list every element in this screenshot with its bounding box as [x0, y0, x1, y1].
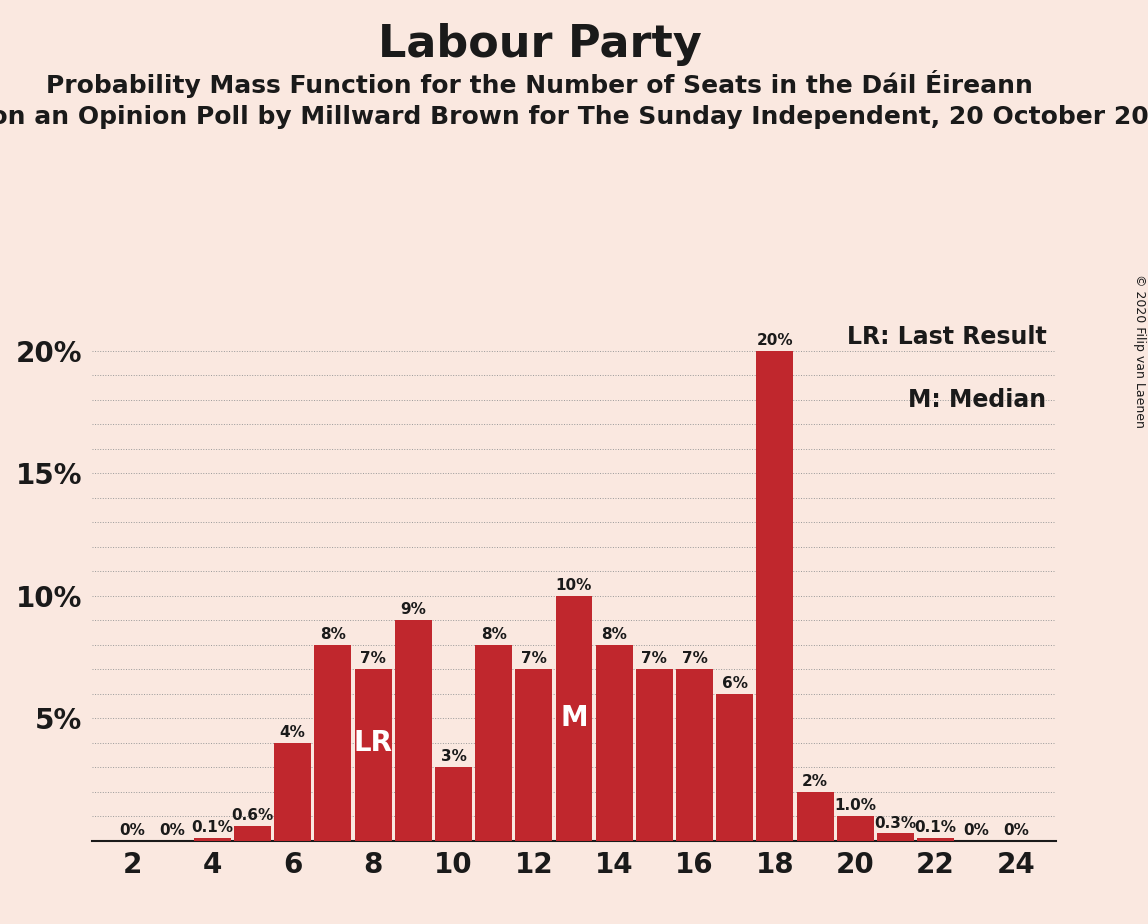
- Text: 8%: 8%: [320, 626, 346, 642]
- Bar: [636, 669, 673, 841]
- Text: Based on an Opinion Poll by Millward Brown for The Sunday Independent, 20 Octobe: Based on an Opinion Poll by Millward Bro…: [0, 105, 1148, 129]
- Text: 8%: 8%: [481, 626, 506, 642]
- Text: Probability Mass Function for the Number of Seats in the Dáil Éireann: Probability Mass Function for the Number…: [46, 70, 1033, 98]
- Bar: [837, 816, 874, 841]
- Text: 2%: 2%: [802, 774, 828, 789]
- Text: 9%: 9%: [401, 602, 426, 617]
- Bar: [355, 669, 391, 841]
- Text: LR: Last Result: LR: Last Result: [847, 324, 1047, 348]
- Bar: [917, 838, 954, 841]
- Text: 8%: 8%: [602, 626, 627, 642]
- Text: 0.3%: 0.3%: [875, 816, 916, 831]
- Bar: [877, 833, 914, 841]
- Bar: [515, 669, 552, 841]
- Bar: [716, 694, 753, 841]
- Bar: [757, 351, 793, 841]
- Text: 0.6%: 0.6%: [232, 808, 273, 823]
- Text: 1.0%: 1.0%: [835, 798, 876, 813]
- Bar: [596, 645, 633, 841]
- Text: 0.1%: 0.1%: [915, 821, 956, 835]
- Bar: [315, 645, 351, 841]
- Text: 20%: 20%: [757, 333, 793, 348]
- Bar: [234, 826, 271, 841]
- Bar: [435, 767, 472, 841]
- Bar: [475, 645, 512, 841]
- Bar: [556, 596, 592, 841]
- Text: 4%: 4%: [280, 725, 305, 740]
- Text: 7%: 7%: [521, 651, 546, 666]
- Text: © 2020 Filip van Laenen: © 2020 Filip van Laenen: [1133, 274, 1146, 428]
- Text: 7%: 7%: [360, 651, 386, 666]
- Text: 7%: 7%: [642, 651, 667, 666]
- Bar: [797, 792, 833, 841]
- Text: 10%: 10%: [556, 578, 592, 593]
- Text: M: Median: M: Median: [908, 388, 1047, 412]
- Text: 3%: 3%: [441, 749, 466, 764]
- Bar: [676, 669, 713, 841]
- Text: 7%: 7%: [682, 651, 707, 666]
- Text: Labour Party: Labour Party: [378, 23, 701, 67]
- Text: 6%: 6%: [722, 676, 747, 691]
- Bar: [395, 620, 432, 841]
- Text: 0%: 0%: [963, 823, 988, 838]
- Text: 0%: 0%: [160, 823, 185, 838]
- Text: 0%: 0%: [1003, 823, 1029, 838]
- Bar: [194, 838, 231, 841]
- Text: 0.1%: 0.1%: [192, 821, 233, 835]
- Text: LR: LR: [354, 729, 391, 757]
- Bar: [274, 743, 311, 841]
- Text: M: M: [560, 704, 588, 733]
- Text: 0%: 0%: [119, 823, 145, 838]
